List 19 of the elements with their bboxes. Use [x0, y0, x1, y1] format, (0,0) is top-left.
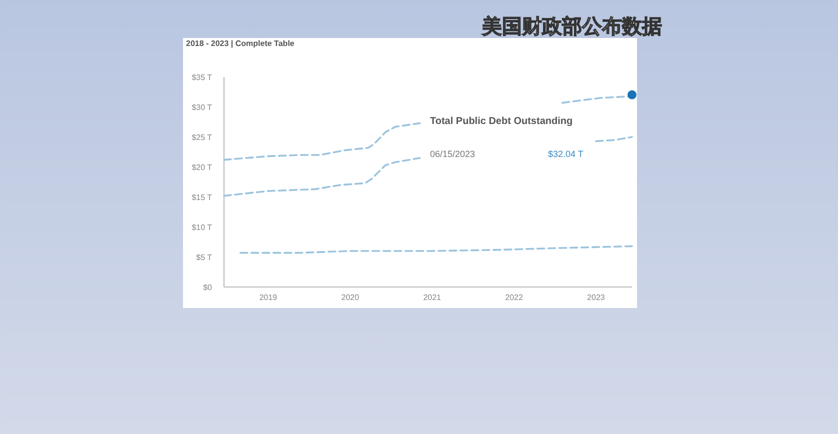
annotation: $32.04 T	[548, 149, 584, 159]
annotation: Total Public Debt Outstanding	[430, 116, 573, 127]
line-series	[239, 245, 633, 254]
y-tick-label: $25 T	[192, 132, 212, 142]
chart-title: 2018 - 2023 | Complete Table	[186, 39, 295, 48]
annotation: 06/15/2023	[430, 149, 476, 159]
y-tick-label: $0	[203, 282, 213, 292]
x-tick-label: 2023	[587, 293, 606, 302]
y-tick-label: $5 T	[196, 252, 212, 262]
x-tick-label: 2022	[505, 293, 524, 302]
x-tick-label: 2021	[423, 293, 442, 302]
y-tick-label: $10 T	[192, 222, 212, 232]
y-tick-label: $15 T	[192, 192, 212, 202]
x-tick-label: 2020	[341, 293, 360, 302]
y-tick-label: $35 T	[192, 72, 212, 82]
text: 美国财政部公布数据	[481, 15, 662, 38]
y-tick-label: $20 T	[192, 162, 212, 172]
x-tick-label: 2019	[259, 293, 278, 302]
y-tick-label: $30 T	[192, 102, 212, 112]
